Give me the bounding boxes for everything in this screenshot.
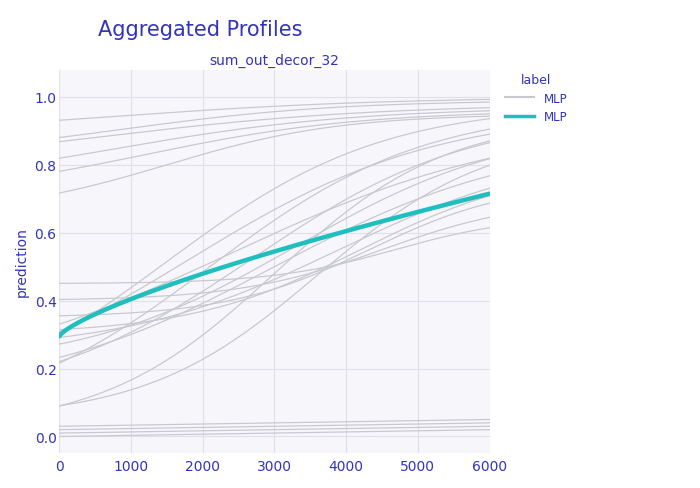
Y-axis label: prediction: prediction	[15, 227, 29, 297]
Title: sum_out_decor_32: sum_out_decor_32	[209, 54, 340, 68]
Legend: MLP, MLP: MLP, MLP	[500, 69, 572, 129]
Text: Aggregated Profiles: Aggregated Profiles	[98, 20, 302, 40]
